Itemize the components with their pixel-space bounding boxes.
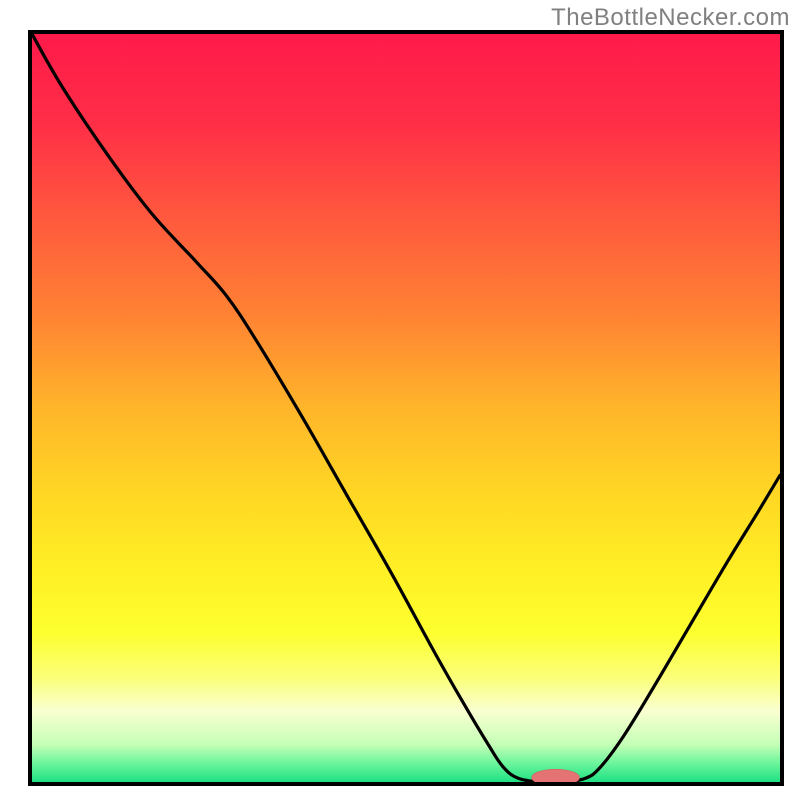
gradient-background xyxy=(32,34,780,782)
watermark-text: TheBottleNecker.com xyxy=(551,4,790,32)
optimal-marker xyxy=(532,769,580,785)
chart-frame: { "watermark": { "text": "TheBottleNecke… xyxy=(0,0,800,800)
bottleneck-curve-chart xyxy=(0,0,800,800)
